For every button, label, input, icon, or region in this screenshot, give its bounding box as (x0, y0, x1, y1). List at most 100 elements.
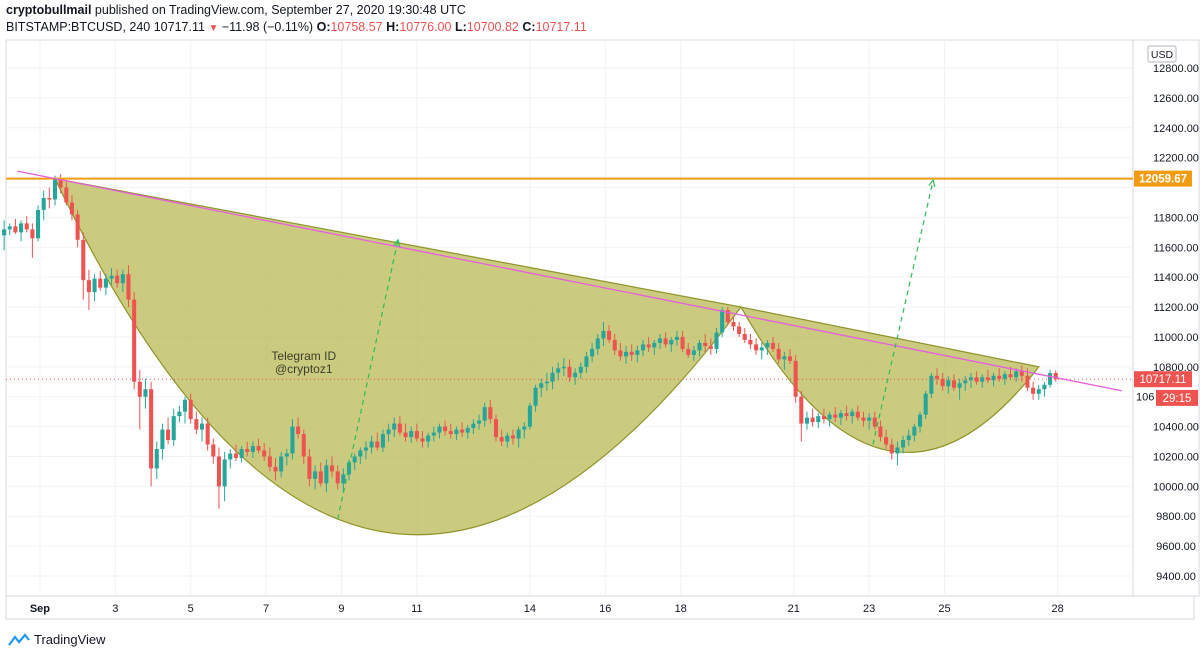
y-tick-label: 10000.00 (1153, 481, 1199, 493)
x-tick-label: 14 (524, 603, 536, 615)
x-tick-label: 28 (1051, 603, 1063, 615)
candle (24, 215, 29, 233)
candle-body (81, 239, 86, 281)
candle (516, 426, 521, 448)
candle (703, 333, 708, 352)
candle-body (787, 356, 793, 361)
low-value: 10700.82 (466, 20, 519, 34)
candle (420, 431, 425, 448)
candle-body (194, 419, 199, 430)
candle (573, 368, 578, 385)
candle-body (30, 229, 35, 239)
candle-body (493, 419, 499, 438)
candle-body (137, 381, 142, 397)
candle (284, 449, 289, 466)
candle-body (177, 411, 182, 417)
candle-body (544, 381, 549, 384)
candle (505, 432, 510, 448)
publisher-name[interactable]: cryptobullmail (6, 3, 92, 17)
high-label: H: (386, 20, 400, 34)
candle (957, 378, 962, 400)
candle (171, 408, 176, 447)
candle (109, 268, 114, 285)
candle (166, 417, 171, 445)
candle (103, 274, 108, 296)
candle-body (301, 434, 306, 457)
candle-body (352, 456, 357, 463)
price-label-text: 10717.11 (1139, 374, 1186, 386)
candle-body (363, 447, 368, 451)
candle (561, 357, 566, 376)
candle (194, 411, 199, 435)
candle-body (103, 278, 108, 288)
candle-body (872, 417, 877, 427)
candle-body (1025, 375, 1030, 388)
candle-body (674, 336, 679, 340)
price-axis (1132, 39, 1200, 597)
candle (974, 371, 979, 385)
candle-body (821, 416, 826, 420)
candle-body (448, 431, 453, 435)
candle (477, 414, 482, 430)
candle (810, 408, 815, 427)
candle (426, 432, 431, 448)
candle-body (889, 444, 894, 454)
candle (324, 459, 329, 493)
candle-body (573, 372, 578, 378)
candle (691, 345, 696, 361)
candle-body (183, 399, 188, 412)
candle-body (420, 438, 425, 442)
y-tick-label: 9400.00 (1156, 571, 1196, 583)
candle (437, 423, 442, 439)
candle (92, 274, 97, 302)
candle-body (810, 417, 815, 423)
x-tick-label: 5 (188, 603, 194, 615)
candle (793, 354, 798, 403)
candle-body (250, 446, 255, 452)
y-tick-label-partial: 106 (1136, 392, 1154, 404)
candle-body (358, 450, 363, 457)
candle (878, 420, 883, 442)
candle-body (380, 434, 385, 448)
candle (160, 423, 165, 460)
candle-body (290, 426, 295, 454)
candle-body (816, 416, 821, 423)
candle (330, 456, 335, 478)
candle-body (963, 380, 968, 384)
candle-body (245, 449, 250, 452)
candle (273, 457, 278, 481)
candle-body (19, 223, 24, 233)
candle-body (991, 375, 996, 381)
candle (799, 390, 804, 442)
candle-body (985, 377, 990, 381)
candle-body (561, 366, 566, 369)
candle-body (1008, 374, 1013, 378)
candle (748, 333, 753, 349)
y-tick-label: 10800.00 (1153, 362, 1199, 374)
candle (708, 338, 713, 355)
candle (725, 307, 730, 325)
candle-body (330, 465, 335, 472)
candle-body (901, 440, 906, 448)
y-tick-label: 11800.00 (1153, 212, 1198, 224)
candle-body (691, 350, 696, 355)
candle (239, 446, 244, 463)
candle-body (471, 423, 476, 429)
candle (177, 405, 182, 423)
trend-line (17, 170, 1122, 392)
candle-body (499, 437, 504, 442)
candle-body (92, 278, 97, 293)
candle (47, 187, 52, 209)
candle-body (154, 449, 159, 469)
candle (296, 417, 301, 439)
low-label: L: (454, 20, 467, 34)
candle (816, 413, 821, 429)
y-tick-label: 11400.00 (1153, 272, 1198, 284)
candle (923, 390, 928, 420)
candle (52, 175, 58, 206)
brand-name[interactable]: TradingView (34, 632, 106, 647)
candle (143, 378, 148, 409)
candle (872, 411, 877, 430)
projection-arrow (872, 179, 934, 445)
